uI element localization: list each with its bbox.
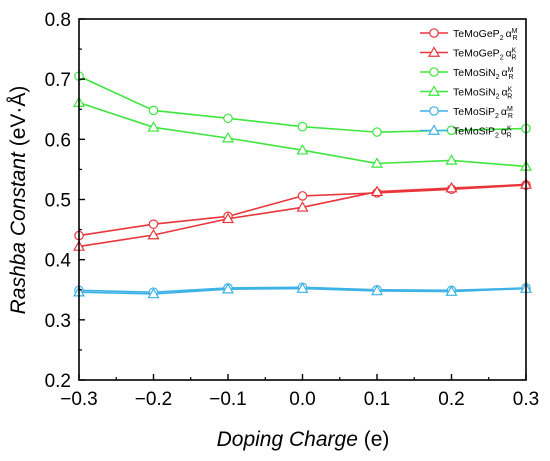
- x-tick-label: −0.1: [209, 389, 247, 410]
- y-tick-label: 0.2: [45, 371, 71, 392]
- y-tick-label: 0.8: [45, 10, 71, 31]
- legend-entry-4: TeMoSiP2 αM R: [420, 106, 513, 120]
- data-point: [445, 154, 458, 165]
- legend-entry-2: TeMoSiN2 αM R: [420, 67, 514, 81]
- data-point: [445, 181, 458, 193]
- axes-layer: −0.3 −0.2 −0.1 0.0 0.1 0.2 0.3 0.2 0.3 0.4 0.5 0.6 0…: [45, 10, 540, 410]
- y-tick-label: 0.4: [45, 251, 72, 272]
- legend-label: TeMoSiP2 αK R: [453, 126, 512, 140]
- data-point: [297, 121, 308, 132]
- legend-entry-1: TeMoGeP2 αK R: [420, 46, 517, 62]
- x-tick-label: −0.2: [135, 389, 173, 410]
- data-point: [370, 185, 384, 197]
- legend-label: TeMoGeP2 αK R: [453, 48, 517, 62]
- legend-marker: [427, 46, 441, 57]
- legend-label: TeMoSiN2 αK R: [453, 87, 513, 101]
- legend-marker: [427, 85, 441, 96]
- series-1: [72, 178, 533, 251]
- y-axis-title: Rashba Constant (eV·Å): [7, 86, 30, 315]
- data-point: [370, 157, 384, 168]
- x-tick-label: 0.1: [364, 389, 390, 410]
- data-point: [445, 285, 458, 296]
- legend-marker: [429, 67, 439, 77]
- data-point: [147, 287, 160, 299]
- legend: TeMoGeP2 αM R TeMoGeP2 αK R TeMoSiN2 αM R TeMoSiN…: [420, 28, 518, 140]
- data-point: [147, 121, 160, 132]
- y-tick-label: 0.6: [45, 130, 71, 151]
- x-tick-label: −0.3: [60, 389, 98, 410]
- data-point: [297, 191, 308, 201]
- data-point: [221, 282, 235, 294]
- data-point: [372, 127, 382, 137]
- x-tick-label: 0.3: [513, 389, 539, 410]
- legend-marker: [429, 28, 439, 38]
- legend-label: TeMoSiP2 αM R: [453, 106, 513, 120]
- data-point: [221, 131, 235, 143]
- legend-entry-0: TeMoGeP2 αM R: [420, 28, 518, 42]
- data-point: [148, 219, 159, 229]
- x-tick-label: 0.0: [289, 389, 315, 410]
- y-tick-label: 0.5: [45, 191, 71, 212]
- legend-marker: [429, 106, 439, 116]
- data-point: [148, 105, 159, 116]
- data-point: [296, 201, 309, 212]
- data-point: [296, 282, 309, 293]
- legend-label: TeMoSiN2 αM R: [453, 67, 514, 81]
- y-tick-label: 0.3: [45, 311, 71, 332]
- data-point: [221, 212, 235, 224]
- x-tick-label: 0.2: [438, 389, 464, 410]
- x-axis-title: Doping Charge (e): [217, 428, 390, 451]
- data-point: [296, 143, 309, 155]
- y-tick-label: 0.7: [45, 70, 71, 91]
- legend-entry-3: TeMoSiN2 αK R: [420, 85, 513, 101]
- legend-entry-5: TeMoSiP2 αK R: [420, 124, 512, 140]
- series-5: [72, 282, 533, 299]
- legend-label: TeMoGeP2 αM R: [453, 28, 518, 42]
- data-point: [370, 284, 384, 296]
- legend-marker: [427, 124, 441, 135]
- data-point: [223, 113, 233, 124]
- data-point: [147, 228, 160, 240]
